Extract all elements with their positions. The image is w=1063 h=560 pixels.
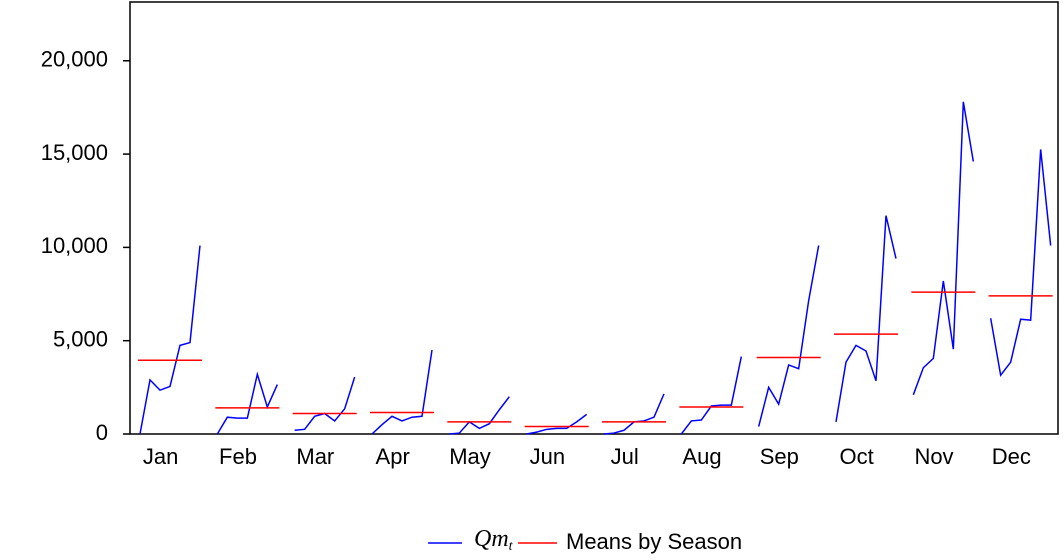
season-line xyxy=(759,246,819,427)
x-tick-label: Jan xyxy=(143,444,178,469)
season-line xyxy=(217,374,277,434)
x-tick-label: Aug xyxy=(682,444,721,469)
x-tick-label: Dec xyxy=(992,444,1031,469)
chart: 0 5,000 10,000 15,000 20,000 Jan Feb Mar Apr May J… xyxy=(0,0,1063,560)
x-tick-label: Jul xyxy=(611,444,639,469)
legend-label: Means by Season xyxy=(566,529,742,554)
season-line xyxy=(449,397,509,434)
season-line xyxy=(991,149,1051,375)
legend-name: Qm xyxy=(474,526,509,552)
y-tick-label: 0 xyxy=(96,420,108,445)
x-tick-label: Oct xyxy=(840,444,874,469)
x-tick-label: May xyxy=(449,444,491,469)
season-line xyxy=(527,414,587,434)
x-tick-label: Nov xyxy=(914,444,953,469)
x-tick-label: Apr xyxy=(376,444,410,469)
y-tick-label: 20,000 xyxy=(41,47,108,72)
season-line xyxy=(140,246,200,434)
x-tick-label: Feb xyxy=(219,444,257,469)
x-tick-label: Sep xyxy=(760,444,799,469)
legend-label: Qmt xyxy=(474,526,514,555)
season-line xyxy=(604,394,664,434)
y-tick-label: 10,000 xyxy=(41,233,108,258)
season-line xyxy=(681,357,741,434)
season-line xyxy=(836,216,896,422)
x-tick-label: Mar xyxy=(296,444,334,469)
x-tick-label: Jun xyxy=(530,444,565,469)
y-tick-label: 5,000 xyxy=(53,327,108,352)
legend-subscript: t xyxy=(509,539,514,554)
season-line xyxy=(913,102,973,395)
season-line xyxy=(372,350,432,434)
season-line xyxy=(295,377,355,430)
y-tick-label: 15,000 xyxy=(41,140,108,165)
plot-frame xyxy=(130,2,1058,434)
